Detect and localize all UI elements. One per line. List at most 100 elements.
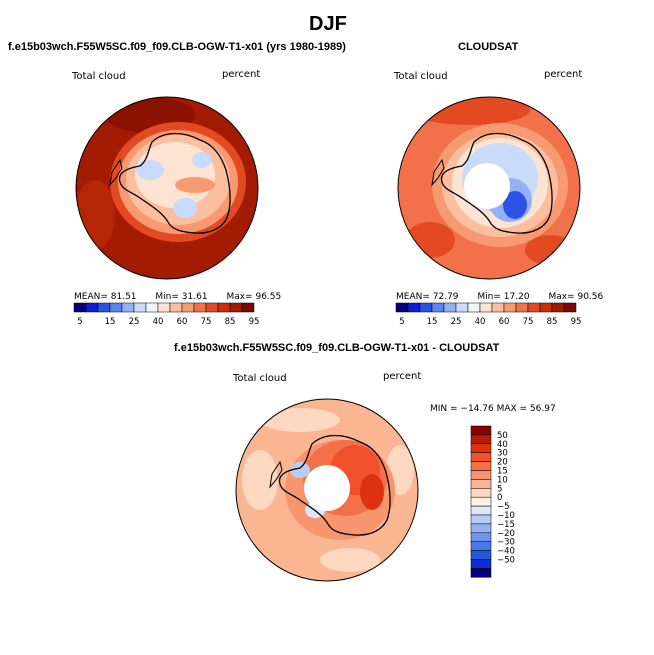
panel-3-colorbar-tick-label: 10	[497, 475, 508, 485]
panel-1-colorbar-swatch	[241, 302, 255, 313]
panel-3-colorbar-swatch	[470, 470, 492, 480]
panel-2-colorbar: 5 15 25 40 60 75 85 95	[395, 302, 582, 327]
panel-3-colorbar-swatch	[470, 443, 492, 453]
panel-3-stats: MIN = −14.76 MAX = 56.97	[430, 404, 556, 414]
panel-2-colorbar-swatch	[419, 302, 433, 313]
panel-2-colorbar-swatch	[407, 302, 421, 313]
panel-2-colorbar-tick-label: 75	[523, 317, 534, 327]
panel-2-min-label: Min=	[477, 292, 501, 302]
panel-3-colorbar-tick-label: 50	[497, 431, 508, 441]
panel-3-colorbar-tick-label: −10	[497, 511, 515, 521]
panel-2-colorbar-tick-label: 25	[451, 317, 462, 327]
panel-2-colorbar-swatch	[515, 302, 529, 313]
panel-2-title: CLOUDSAT	[458, 41, 519, 53]
panel-2-colorbar-swatch	[527, 302, 541, 313]
panel-2-colorbar-swatch	[503, 302, 517, 313]
panel-2-units-label: percent	[544, 69, 583, 80]
panel-1-colorbar-swatch	[121, 302, 135, 313]
panel-3-colorbar-swatch	[470, 425, 492, 436]
panel-2-colorbar-swatch	[455, 302, 469, 313]
panel-1-colorbar-swatch	[169, 302, 183, 313]
panel-1-variable-label: Total cloud	[72, 71, 126, 82]
panel-1-min-label: Min=	[155, 292, 179, 302]
panel-3-variable-label: Total cloud	[233, 373, 287, 384]
panel-2-min-value: 17.20	[503, 292, 530, 302]
panel-3-colorbar-swatch	[470, 559, 492, 569]
panel-1-colorbar: 5 15 25 40 60 75 85 95	[73, 302, 260, 327]
panel-1-max-label: Max=	[226, 292, 253, 302]
panel-1-colorbar-swatch	[73, 302, 87, 313]
panel-2-colorbar-swatch	[395, 302, 409, 313]
panel-1-colorbar-swatch	[145, 302, 159, 313]
panel-2-colorbar-tick-label: 95	[571, 317, 582, 327]
panel-2-variable-label: Total cloud	[394, 71, 448, 82]
panel-3-colorbar-tick-label: 30	[497, 449, 508, 459]
panel-1-colorbar-tick-label: 95	[249, 317, 260, 327]
panel-3-colorbar-tick-label: −20	[497, 529, 515, 539]
panel-3-colorbar-swatch	[470, 541, 492, 551]
panel-3-colorbar-tick-label: 0	[497, 493, 502, 503]
panel-2-colorbar-swatch	[431, 302, 445, 313]
panel-3-colorbar-swatch	[470, 523, 492, 534]
panel-2-max-value: 90.56	[577, 292, 604, 302]
panel-1-colorbar-swatch	[157, 302, 171, 313]
panel-3-title: f.e15b03wch.F55W5SC.f09_f09.CLB-OGW-T1-x…	[174, 342, 500, 354]
panel-3-colorbar-swatch	[470, 479, 492, 489]
panel-1-colorbar-tick-label: 40	[153, 317, 164, 327]
panel-3-colorbar-tick-label: −40	[497, 547, 515, 557]
panel-3-colorbar-swatch	[470, 568, 492, 578]
panel-1-colorbar-tick-label: 60	[177, 317, 188, 327]
panel-3-colorbar-swatch	[470, 505, 492, 516]
panel-3-colorbar-swatch	[470, 550, 492, 560]
panel-3-colorbar-tick-label: 40	[497, 440, 508, 450]
panel-3-colorbar-tick-label: −15	[497, 520, 515, 530]
panel-2-mean-label: MEAN=	[396, 292, 430, 302]
panel-1-title: f.e15b03wch.F55W5SC.f09_f09.CLB-OGW-T1-x…	[8, 41, 346, 53]
panel-1-colorbar-swatch	[229, 302, 243, 313]
panel-3-units-label: percent	[383, 371, 422, 382]
panel-1-colorbar-tick-label: 85	[225, 317, 236, 327]
panel-1-mean-value: 81.51	[110, 292, 137, 302]
panel-1-colorbar-swatch	[205, 302, 219, 313]
panel-1-units-label: percent	[222, 69, 261, 80]
panel-3-colorbar-tick-label: 15	[497, 467, 508, 477]
panel-2-colorbar-tick-label: 85	[547, 317, 558, 327]
panel-1-colorbar-swatch	[181, 302, 195, 313]
panel-2-stats: MEAN= 72.79 Min= 17.20 Max= 90.56	[396, 292, 603, 302]
panel-1-colorbar-swatch	[193, 302, 207, 313]
panel-1-colorbar-swatch	[109, 302, 123, 313]
panel-1-colorbar-tick-label: 75	[201, 317, 212, 327]
panel-1-colorbar-swatch	[97, 302, 111, 313]
panel-2-colorbar-tick-label: 40	[475, 317, 486, 327]
page-title: DJF	[309, 13, 347, 35]
panel-1-stats: MEAN= 81.51 Min= 31.61 Max= 96.55	[74, 292, 281, 302]
panel-1-colorbar-tick-label: 25	[129, 317, 140, 327]
panel-3-colorbar-tick-label: 20	[497, 458, 508, 468]
panel-2-mean-value: 72.79	[432, 292, 459, 302]
panel-2-colorbar-tick-label: 15	[427, 317, 438, 327]
panel-1-colorbar-tick-label: 15	[105, 317, 116, 327]
panel-3-colorbar-tick-label: −5	[497, 502, 510, 512]
panel-2-colorbar-swatch	[467, 302, 481, 313]
panel-3-colorbar-tick-label: −50	[497, 556, 515, 566]
panel-3-colorbar-swatch	[470, 434, 492, 445]
panel-2-colorbar-swatch	[551, 302, 565, 313]
panel-2-colorbar-tick-label: 5	[399, 317, 404, 327]
panel-2-colorbar-swatch	[443, 302, 457, 313]
panel-3-colorbar-tick-label: −30	[497, 538, 515, 548]
panel-2-colorbar-swatch	[539, 302, 553, 313]
panel-1-colorbar-swatch	[133, 302, 147, 313]
panel-1-colorbar-tick-label: 5	[77, 317, 82, 327]
panel-2-colorbar-swatch	[491, 302, 505, 313]
panel-3-colorbar-tick-label: 5	[497, 484, 502, 494]
panel-1-colorbar-swatch	[85, 302, 99, 313]
panel-1-colorbar-swatch	[217, 302, 231, 313]
panel-3-colorbar-swatch	[470, 488, 492, 498]
panel-3-colorbar-swatch	[470, 514, 492, 525]
panel-1-mean-label: MEAN=	[74, 292, 108, 302]
panel-3-colorbar-swatch	[470, 461, 492, 471]
panel-3-colorbar-swatch	[470, 496, 492, 507]
panel-2-colorbar-tick-label: 60	[499, 317, 510, 327]
panel-2-max-label: Max=	[548, 292, 575, 302]
